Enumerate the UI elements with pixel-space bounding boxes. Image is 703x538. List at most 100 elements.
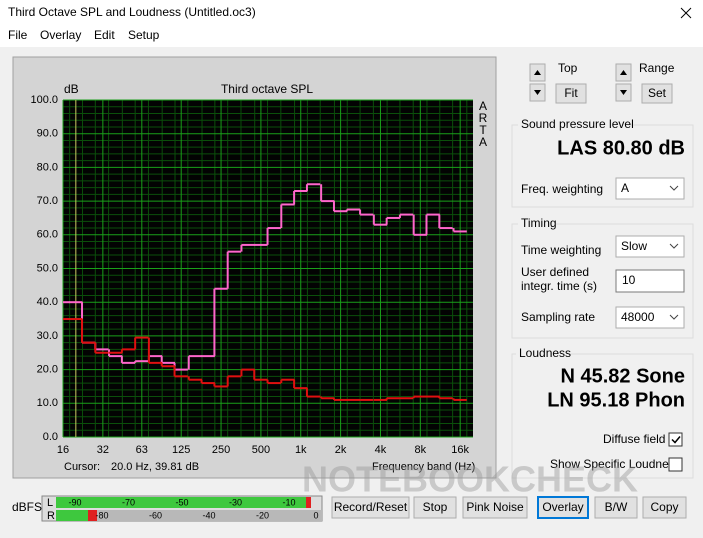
watermark: NOTEBOOKCHECK [302, 459, 638, 500]
field-label: integr. time (s) [521, 279, 597, 293]
x-tick-label: 16k [451, 444, 469, 456]
x-tick-label: 4k [375, 444, 387, 456]
field-label: Freq. weighting [521, 182, 603, 196]
group-title: Sound pressure level [521, 117, 634, 131]
set-button[interactable] [641, 83, 673, 104]
button-text[interactable]: B/W [605, 500, 628, 514]
meter-scale-label: -30 [229, 497, 242, 507]
button[interactable] [537, 496, 589, 519]
y-tick-label: 0.0 [43, 431, 58, 443]
x-tick-label: 250 [212, 444, 230, 456]
meter-bar-l [56, 497, 306, 508]
x-axis-label: Frequency band (Hz) [372, 461, 475, 473]
x-tick-label: 16 [57, 444, 69, 456]
group-title: Timing [521, 216, 557, 230]
x-tick-label: 8k [415, 444, 427, 456]
window-title: Third Octave SPL and Loudness (Untitled.… [8, 5, 256, 19]
x-tick-label: 1k [295, 444, 307, 456]
meter-scale-label: -40 [202, 510, 215, 520]
button[interactable] [642, 496, 687, 519]
select[interactable] [615, 306, 685, 329]
y-tick-label: 70.0 [37, 195, 58, 207]
button-text[interactable]: Copy [650, 500, 678, 514]
select-value[interactable]: A [621, 181, 629, 195]
top-label: Top [558, 61, 578, 75]
meter-scale-label: 0 [313, 510, 318, 520]
button-text[interactable]: Pink Noise [466, 500, 524, 514]
x-tick-label: 500 [252, 444, 270, 456]
title-bar [0, 0, 703, 26]
meter-scale-label: -50 [175, 497, 188, 507]
fit-button-text[interactable]: Fit [564, 86, 578, 100]
field-label: User defined [521, 265, 589, 279]
meter-scale-label: -80 [95, 510, 108, 520]
loudness-phon: LN 95.18 Phon [547, 389, 685, 411]
y-tick-label: 60.0 [37, 229, 58, 241]
y-tick-label: 30.0 [37, 330, 58, 342]
button[interactable] [594, 496, 638, 519]
channel-label: R [47, 510, 55, 522]
checkbox[interactable] [668, 432, 683, 447]
menu-bar [0, 26, 703, 47]
button-text[interactable]: Stop [423, 500, 448, 514]
button[interactable] [413, 496, 457, 519]
range-label: Range [639, 61, 675, 75]
spl-reading: LAS 80.80 dB [557, 137, 685, 159]
check-mark [671, 436, 681, 444]
group-box [511, 223, 694, 339]
side-label: R [479, 111, 488, 125]
meter-scale-label: -90 [68, 497, 81, 507]
x-tick-label: 2k [335, 444, 347, 456]
select-value[interactable]: Slow [621, 239, 647, 253]
y-tick-label: 40.0 [37, 296, 58, 308]
select[interactable] [615, 177, 685, 200]
field-label: Sampling rate [521, 310, 595, 324]
meter-scale-label: -60 [149, 510, 162, 520]
group-box [511, 353, 694, 479]
side-label: A [479, 135, 487, 149]
x-tick-label: 125 [172, 444, 190, 456]
menu-item[interactable]: File [8, 28, 28, 42]
button[interactable] [331, 496, 410, 519]
meter-peak-r [88, 510, 97, 521]
menu-item[interactable]: Overlay [40, 28, 81, 42]
meter-peak-l [306, 497, 311, 508]
meter-bar-r [56, 510, 88, 521]
y-tick-label: 80.0 [37, 161, 58, 173]
close-button[interactable] [680, 7, 692, 19]
fit-button[interactable] [555, 83, 587, 104]
x-tick-label: 63 [136, 444, 148, 456]
select[interactable] [615, 235, 685, 258]
y-tick-label: 10.0 [37, 397, 58, 409]
cursor-readout: 20.0 Hz, 39.81 dB [111, 461, 199, 473]
menu-item[interactable]: Setup [128, 28, 160, 42]
channel-label: L [47, 497, 53, 509]
plot: 0.0 10.0 20.0 30.0 40.0 50.0 60.0 70.0 80.0 90.0 1… [30, 94, 473, 456]
cursor-label: Cursor: [64, 461, 100, 473]
field-label: Time weighting [521, 243, 601, 257]
menu-item[interactable]: Edit [94, 28, 115, 42]
button-text[interactable]: Overlay [542, 500, 583, 514]
y-tick-label: 50.0 [37, 262, 58, 274]
x-tick-label: 32 [97, 444, 109, 456]
y-axis-label: dB [64, 82, 79, 96]
text-input[interactable] [615, 269, 685, 293]
set-button-text[interactable]: Set [648, 86, 667, 100]
select-value[interactable]: 48000 [621, 310, 655, 324]
button-text[interactable]: Record/Reset [334, 500, 408, 514]
chart-title: Third octave SPL [221, 82, 313, 96]
input-value[interactable]: 10 [622, 273, 636, 287]
meter-label: dBFS [12, 500, 42, 514]
button[interactable] [462, 496, 528, 519]
checkbox-label[interactable]: Show Specific Loudness [550, 457, 681, 471]
meter-scale-label: -20 [256, 510, 269, 520]
loudness-sone: N 45.82 Sone [560, 365, 685, 387]
group-title: Loudness [519, 346, 571, 360]
checkbox-label[interactable]: Diffuse field [603, 432, 665, 446]
side-label: T [479, 123, 487, 137]
checkbox[interactable] [668, 457, 683, 472]
y-tick-label: 20.0 [37, 364, 58, 376]
meter-scale-label: -10 [282, 497, 295, 507]
meter-bg-r [56, 510, 322, 521]
